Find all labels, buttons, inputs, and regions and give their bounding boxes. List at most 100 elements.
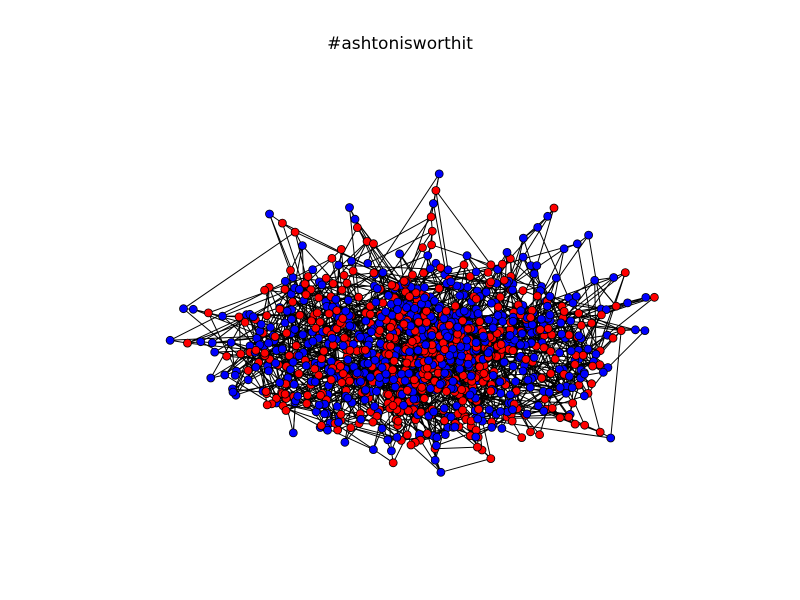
graph-node-blue — [455, 291, 465, 301]
graph-edge — [210, 314, 247, 379]
graph-node-blue — [543, 301, 552, 311]
graph-node-red — [338, 313, 348, 323]
graph-node-blue — [378, 268, 388, 277]
graph-edge — [471, 397, 573, 404]
graph-node-red — [306, 316, 316, 326]
graph-node-blue — [427, 330, 437, 340]
graph-node-red — [384, 350, 394, 360]
graph-node-blue — [251, 362, 261, 372]
graph-node-red — [336, 361, 345, 371]
graph-node-blue — [410, 304, 420, 313]
graph-node-blue — [488, 370, 498, 380]
graph-node-red — [535, 325, 545, 335]
graph-edge — [434, 446, 478, 450]
graph-node-blue — [502, 247, 512, 257]
graph-node-red — [300, 279, 310, 289]
graph-node-red — [416, 407, 426, 417]
graph-node-red — [543, 324, 553, 334]
graph-node-blue — [428, 199, 438, 208]
graph-node-blue — [590, 275, 600, 285]
graph-node-blue — [381, 369, 391, 379]
graph-edge — [379, 216, 432, 290]
graph-node-red — [399, 319, 409, 329]
graph-node-blue — [265, 209, 274, 219]
graph-node-red — [369, 239, 378, 249]
graph-node-blue — [377, 363, 387, 373]
graph-node-blue — [463, 282, 472, 292]
graph-node-blue — [334, 417, 343, 427]
graph-edge — [224, 374, 273, 405]
graph-node-red — [402, 358, 412, 368]
graph-node-red — [321, 273, 331, 283]
graph-node-red — [337, 285, 347, 295]
graph-node-blue — [551, 273, 561, 283]
graph-edge — [334, 422, 394, 464]
graph-edge — [326, 272, 374, 279]
graph-node-blue — [341, 306, 351, 316]
graph-node-blue — [413, 345, 423, 355]
graph-node-blue — [579, 391, 589, 401]
graph-node-blue — [572, 239, 582, 249]
graph-node-blue — [559, 244, 569, 254]
graph-node-blue — [497, 423, 507, 433]
graph-node-red — [444, 320, 454, 330]
graph-node-red — [388, 401, 398, 411]
graph-node-blue — [280, 318, 290, 328]
graph-node-red — [303, 272, 313, 281]
graph-node-red — [422, 429, 432, 438]
graph-node-red — [574, 308, 584, 318]
graph-node-blue — [448, 376, 458, 386]
graph-node-red — [463, 324, 473, 334]
graph-node-blue — [567, 383, 577, 393]
graph-node-red — [493, 302, 503, 312]
graph-node-blue — [206, 373, 216, 383]
graph-node-red — [409, 375, 419, 385]
graph-edge — [301, 245, 305, 285]
graph-node-red — [547, 403, 557, 413]
graph-node-blue — [326, 367, 336, 377]
graph-node-red — [431, 186, 441, 195]
graph-node-blue — [473, 414, 483, 424]
graph-node-red — [406, 440, 416, 450]
graph-node-red — [324, 309, 334, 319]
graph-node-red — [326, 375, 336, 385]
graph-node-red — [414, 317, 424, 327]
graph-node-blue — [343, 355, 353, 365]
graph-node-red — [537, 373, 547, 383]
graph-node-red — [418, 243, 427, 253]
graph-edge — [440, 458, 491, 473]
graph-node-blue — [327, 333, 337, 343]
graph-node-blue — [248, 312, 258, 322]
graph-node-red — [342, 278, 352, 288]
graph-node-red — [535, 430, 544, 440]
graph-node-blue — [456, 342, 466, 351]
graph-node-red — [345, 345, 355, 355]
graph-node-blue — [220, 370, 230, 380]
graph-node-blue — [340, 437, 350, 447]
graph-node-blue — [533, 401, 543, 411]
graph-node-blue — [457, 351, 466, 361]
graph-node-blue — [518, 252, 528, 262]
graph-node-blue — [484, 405, 494, 415]
graph-node-red — [423, 371, 433, 381]
graph-node-blue — [484, 315, 494, 325]
graph-node-red — [317, 354, 327, 364]
graph-node-blue — [287, 314, 297, 324]
graph-node-red — [291, 341, 301, 351]
graph-node-red — [236, 349, 246, 359]
graph-node-red — [495, 292, 505, 302]
graph-node-red — [281, 406, 291, 415]
graph-node-blue — [365, 372, 375, 382]
graph-node-red — [549, 203, 559, 213]
graph-node-blue — [566, 316, 576, 326]
graph-node-red — [275, 304, 285, 314]
graph-edge — [419, 439, 442, 473]
graph-node-blue — [399, 400, 408, 410]
graph-node-blue — [539, 406, 549, 416]
graph-node-red — [399, 276, 409, 286]
graph-edge — [373, 173, 440, 274]
graph-node-blue — [483, 348, 493, 358]
graph-node-red — [427, 226, 437, 236]
graph-node-red — [475, 317, 485, 327]
